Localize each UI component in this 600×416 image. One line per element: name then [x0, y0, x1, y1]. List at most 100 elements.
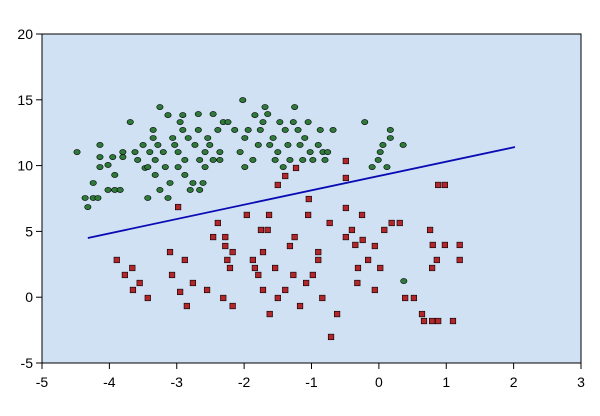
point	[276, 119, 284, 125]
point	[299, 157, 307, 163]
point	[214, 127, 222, 133]
point	[259, 119, 267, 125]
point	[191, 142, 199, 148]
point	[243, 211, 250, 219]
point	[214, 219, 221, 227]
point	[315, 256, 322, 264]
point	[189, 279, 197, 287]
point	[204, 135, 212, 141]
point	[113, 256, 120, 264]
point	[399, 142, 407, 148]
point	[129, 264, 136, 272]
point	[255, 271, 262, 279]
point	[418, 310, 426, 318]
point	[316, 127, 324, 133]
point	[371, 286, 378, 294]
point	[342, 174, 349, 182]
point	[291, 104, 299, 110]
point	[324, 149, 332, 155]
point	[239, 97, 247, 103]
point	[364, 256, 372, 264]
point	[272, 264, 279, 272]
decision-line	[87, 146, 516, 239]
point	[305, 211, 312, 219]
point	[304, 119, 312, 125]
point	[264, 226, 271, 234]
point	[374, 157, 382, 163]
point	[139, 142, 147, 148]
point	[449, 317, 457, 325]
point	[274, 149, 282, 155]
point	[156, 104, 164, 110]
point	[104, 187, 112, 193]
point	[144, 164, 152, 170]
point	[181, 157, 189, 163]
point	[456, 256, 463, 264]
point	[231, 127, 239, 133]
point	[146, 149, 154, 155]
point	[420, 317, 428, 325]
point	[201, 149, 209, 155]
point	[164, 112, 172, 118]
point	[129, 286, 137, 294]
point	[284, 142, 292, 148]
point	[116, 187, 124, 193]
point	[251, 264, 259, 272]
point	[400, 278, 408, 284]
y-tick-label: 15	[17, 92, 33, 108]
x-tick-label: -5	[36, 374, 49, 390]
point	[174, 149, 182, 155]
point	[168, 271, 176, 279]
point	[144, 195, 152, 201]
point	[196, 157, 204, 163]
y-tick-label: 0	[25, 289, 33, 305]
point	[241, 135, 249, 141]
point	[149, 127, 157, 133]
x-tick-label: 2	[510, 374, 518, 390]
point	[266, 142, 274, 148]
point	[210, 233, 217, 241]
point	[388, 219, 395, 227]
point	[73, 149, 81, 155]
point	[368, 164, 376, 170]
x-tick-label: -2	[238, 374, 251, 390]
point	[354, 264, 362, 272]
y-tick-label: 20	[17, 26, 33, 42]
point	[164, 195, 172, 201]
point	[342, 233, 349, 241]
x-tick-label: 3	[577, 374, 585, 390]
point	[216, 149, 224, 155]
x-tick-label: -1	[305, 374, 318, 390]
point	[334, 310, 341, 318]
point	[342, 157, 349, 165]
point	[224, 119, 232, 125]
point	[359, 236, 366, 244]
point	[109, 154, 117, 160]
point	[259, 286, 267, 294]
point	[379, 142, 387, 148]
point	[224, 256, 231, 264]
point	[456, 241, 463, 249]
point	[282, 286, 289, 294]
point	[286, 157, 294, 163]
x-tick-label: -4	[103, 374, 116, 390]
point	[229, 248, 236, 256]
point	[209, 111, 217, 117]
point	[282, 172, 289, 180]
point	[269, 135, 277, 141]
point	[136, 279, 143, 287]
point	[96, 142, 104, 148]
point	[236, 149, 244, 155]
point	[203, 286, 211, 294]
point	[119, 154, 127, 160]
point	[176, 119, 184, 125]
point	[329, 127, 337, 133]
point	[254, 142, 262, 148]
point	[121, 271, 128, 279]
x-tick-label: 0	[375, 374, 383, 390]
point	[251, 112, 259, 118]
point	[358, 211, 366, 219]
point	[166, 180, 174, 186]
